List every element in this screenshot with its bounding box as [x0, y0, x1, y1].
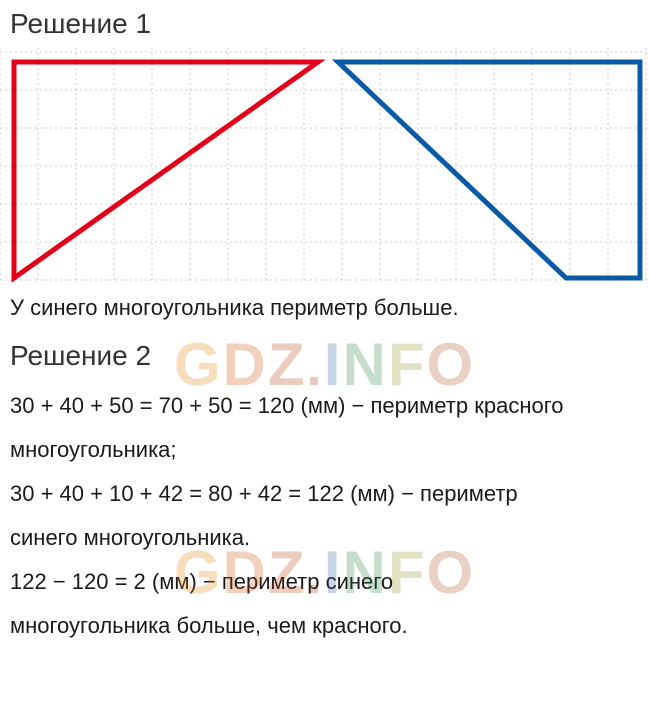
- heading-solution-2: Решение 2: [0, 332, 649, 380]
- figure-grid: [0, 48, 649, 283]
- statement-text: У синего многоугольника периметр больше.: [0, 283, 649, 332]
- equation-line-1: 30 + 40 + 50 = 70 + 50 = 120 (мм) − пери…: [10, 384, 639, 428]
- equation-line-2: многоугольника;: [10, 428, 639, 472]
- grid-lines: [0, 48, 649, 283]
- equation-line-3: 30 + 40 + 10 + 42 = 80 + 42 = 122 (мм) −…: [10, 472, 639, 516]
- solution-2-body: 30 + 40 + 50 = 70 + 50 = 120 (мм) − пери…: [0, 380, 649, 652]
- red-triangle: [14, 62, 318, 278]
- grid-svg: [0, 48, 649, 283]
- heading-solution-1: Решение 1: [0, 0, 649, 48]
- equation-line-5: 122 − 120 = 2 (мм) − периметр синего: [10, 560, 639, 604]
- equation-line-6: многоугольника больше, чем красного.: [10, 604, 639, 648]
- equation-line-4: синего многоугольника.: [10, 516, 639, 560]
- blue-quadrilateral: [338, 62, 640, 278]
